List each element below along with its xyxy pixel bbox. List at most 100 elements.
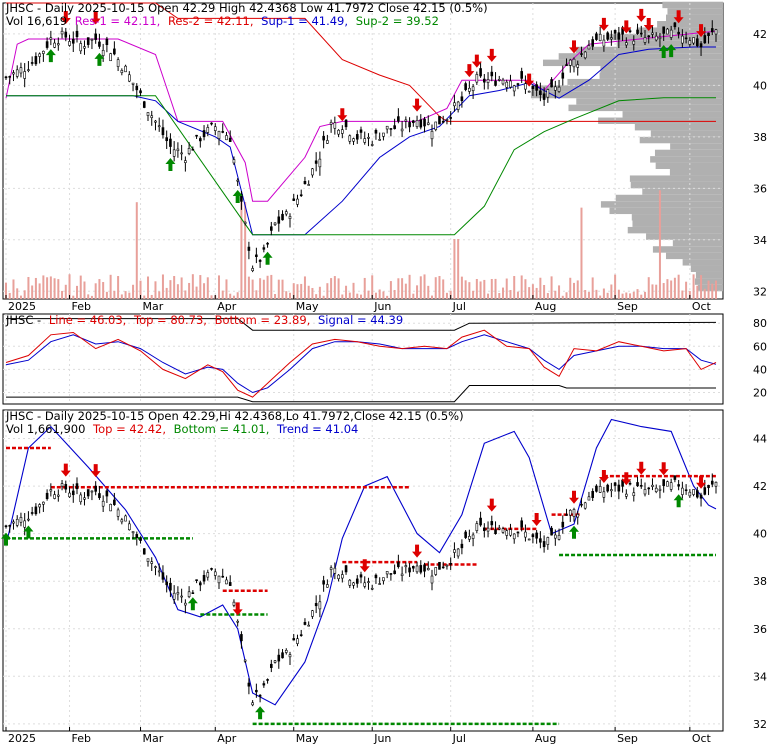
- candle-body: [45, 41, 49, 48]
- candle-body: [572, 509, 576, 517]
- candle-body: [568, 509, 572, 516]
- profile-bar: [558, 53, 723, 60]
- candle-body: [535, 532, 538, 539]
- candle-body: [157, 125, 161, 128]
- volume-bar: [580, 207, 583, 299]
- candle-body: [210, 122, 213, 125]
- candle-body: [681, 487, 684, 495]
- volume-bar: [715, 280, 717, 299]
- candle-body: [359, 129, 363, 133]
- candle-body: [146, 558, 150, 562]
- candle-body: [370, 144, 374, 146]
- candle-body: [142, 548, 146, 555]
- volume-bar: [184, 290, 187, 299]
- candle-body: [662, 479, 665, 486]
- candle-body: [374, 574, 378, 579]
- down-arrow-icon: [598, 469, 609, 483]
- volume-bars: [5, 190, 717, 299]
- candle-body: [191, 592, 195, 594]
- candle-body: [68, 492, 71, 498]
- candle-body: [497, 527, 501, 530]
- candle-body: [322, 580, 325, 585]
- volume-label: Vol 16,619: [6, 14, 67, 28]
- candle-body: [497, 79, 501, 81]
- candle-body: [86, 489, 90, 497]
- candle-body: [221, 131, 225, 133]
- top-band-line: [6, 318, 717, 331]
- volume-bar: [382, 291, 385, 299]
- candle-body: [206, 127, 210, 133]
- volume-bar: [169, 280, 172, 299]
- candle-body: [240, 634, 243, 642]
- res1-line: [5, 30, 717, 202]
- candle-body: [318, 158, 322, 168]
- candle-body: [580, 53, 583, 55]
- y-tick-label: 34: [753, 234, 767, 247]
- candle-body: [94, 485, 97, 492]
- candle-body: [475, 74, 479, 83]
- candle-body: [64, 31, 68, 38]
- volume-bar: [341, 294, 344, 299]
- volume-bar: [472, 290, 475, 299]
- candle-body: [385, 571, 389, 575]
- down-arrow-icon: [486, 48, 497, 62]
- volume-bar: [453, 239, 456, 299]
- candle-body: [703, 35, 707, 44]
- profile-bar: [568, 104, 723, 112]
- volume-bar: [356, 293, 359, 299]
- candle-body: [449, 117, 452, 119]
- candle-body: [688, 491, 692, 497]
- candle-body: [284, 211, 288, 215]
- candle-body: [128, 74, 131, 82]
- volume-bar: [289, 292, 291, 299]
- down-arrow-icon: [337, 108, 348, 122]
- volume-bar: [606, 292, 609, 299]
- volume-bar: [158, 291, 161, 299]
- candle-body: [135, 534, 139, 539]
- candle-body: [154, 120, 157, 123]
- candle-body: [568, 59, 572, 66]
- x-tick-label: Jun: [373, 300, 391, 313]
- candle-body: [539, 538, 542, 543]
- candle-body: [434, 567, 438, 575]
- candle-body: [116, 509, 120, 517]
- candle-body: [83, 46, 86, 49]
- candle-body: [4, 525, 8, 528]
- candle-body: [419, 119, 423, 128]
- candle-body: [576, 64, 580, 68]
- candle-body: [520, 520, 523, 528]
- candle-body: [363, 138, 367, 143]
- candle-body: [255, 689, 258, 693]
- candle-body: [430, 575, 434, 584]
- volume-bar: [397, 278, 400, 299]
- y-tick-label: 32: [753, 718, 767, 731]
- y-tick-label: 40: [753, 363, 767, 376]
- candle-body: [53, 494, 56, 499]
- volume-bar: [117, 276, 120, 299]
- candle-body: [322, 135, 325, 141]
- candle-body: [423, 564, 426, 572]
- profile-bar: [669, 169, 723, 176]
- candle-body: [355, 578, 359, 584]
- volume-bar: [658, 190, 661, 299]
- volume-bar: [210, 295, 213, 299]
- candle-body: [195, 134, 198, 137]
- candle-body: [101, 50, 105, 56]
- candle-body: [606, 484, 609, 492]
- profile-bar: [632, 220, 723, 227]
- candle-body: [393, 125, 396, 130]
- volume-bar: [516, 291, 519, 299]
- volume-bar: [434, 277, 437, 299]
- volume-bar: [188, 282, 191, 299]
- candle-body: [441, 121, 445, 123]
- x-tick-label: Sep: [617, 732, 638, 745]
- volume-bar: [128, 292, 131, 299]
- candle-body: [557, 534, 561, 540]
- up-arrow-icon: [262, 251, 273, 265]
- candle-body: [426, 568, 430, 571]
- volume-bar: [378, 289, 381, 299]
- candle-body: [546, 537, 550, 545]
- candle-body: [217, 131, 221, 139]
- candle-body: [23, 71, 26, 79]
- profile-bar: [650, 156, 723, 163]
